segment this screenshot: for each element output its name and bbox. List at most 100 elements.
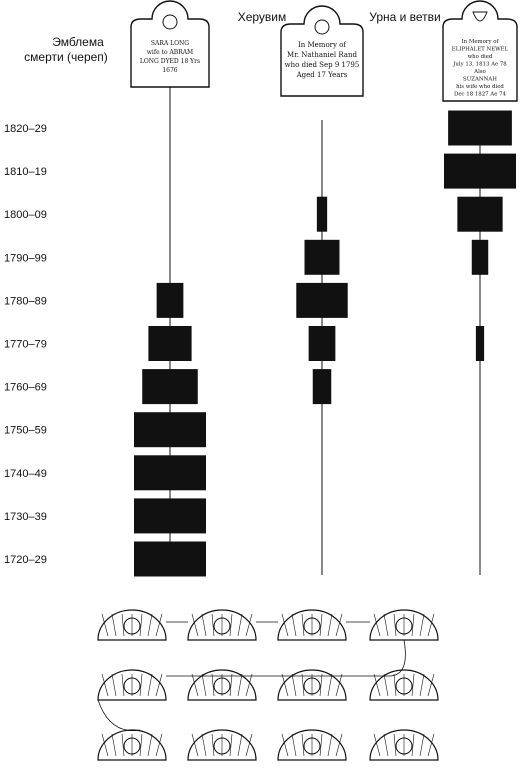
wing-line — [229, 733, 233, 757]
wing-line — [393, 733, 397, 757]
wing-line — [245, 733, 253, 757]
wing-line — [201, 673, 207, 697]
inscription-line: who died — [468, 54, 493, 60]
wing-line — [211, 673, 215, 697]
series-label-skull-2: смерти (череп) — [24, 50, 108, 64]
inscription-line: July 13, 1813 Ae 78 — [452, 62, 507, 68]
tick-label: 1760–69 — [4, 382, 47, 394]
gravestone-cherub — [280, 5, 364, 97]
wing-line — [319, 733, 323, 757]
wing-line — [155, 733, 163, 757]
wing-line — [201, 733, 207, 757]
bar — [134, 455, 206, 491]
urn-icon — [472, 11, 488, 22]
bar — [134, 412, 206, 448]
wing-line — [419, 673, 425, 697]
wing-line — [411, 613, 415, 637]
wing-line — [111, 733, 117, 757]
wing-line — [201, 613, 207, 637]
wing-line — [319, 613, 323, 637]
wing-line — [147, 673, 153, 697]
wing-line — [411, 673, 415, 697]
wing-line — [291, 613, 297, 637]
bar — [148, 326, 192, 361]
wing-line — [155, 673, 163, 697]
wing-line — [147, 613, 153, 637]
tick-label: 1790–99 — [4, 252, 47, 264]
bar — [471, 239, 489, 275]
inscription-line: SUZANNAH — [463, 77, 497, 83]
tick-label: 1800–09 — [4, 209, 47, 221]
wing-line — [335, 673, 343, 697]
series-label-skull: Эмблема — [52, 35, 104, 49]
wing-line — [121, 613, 125, 637]
wing-line — [393, 673, 397, 697]
wing-line — [237, 673, 243, 697]
wing-line — [139, 613, 143, 637]
wing-line — [393, 613, 397, 637]
wing-line — [383, 613, 389, 637]
bar — [448, 110, 512, 146]
wing-line — [327, 613, 333, 637]
wing-line — [237, 733, 243, 757]
bar — [304, 239, 340, 275]
inscription-line: 1676 — [162, 67, 177, 74]
wing-line — [373, 613, 381, 637]
wing-line — [411, 733, 415, 757]
series-label-urn: Урна и ветви — [369, 10, 441, 24]
wing-line — [335, 613, 343, 637]
bar — [316, 196, 328, 232]
inscription-line: SARA LONG — [151, 40, 189, 47]
bar — [296, 282, 348, 318]
wing-line — [101, 673, 109, 697]
inscription-line: Also — [473, 69, 486, 75]
wing-line — [245, 613, 253, 637]
bar — [156, 282, 184, 318]
bar — [457, 196, 503, 232]
wing-line — [281, 613, 289, 637]
wing-line — [327, 673, 333, 697]
wing-line — [155, 613, 163, 637]
inscription-line: In Memory of — [298, 41, 347, 49]
wing-line — [147, 733, 153, 757]
wing-line — [291, 733, 297, 757]
wing-line — [211, 733, 215, 757]
wing-line — [373, 673, 381, 697]
wing-line — [301, 613, 305, 637]
bar — [475, 326, 485, 361]
wing-line — [301, 673, 305, 697]
bar — [308, 326, 336, 361]
wing-line — [427, 733, 435, 757]
wing-line — [101, 613, 109, 637]
wing-line — [373, 733, 381, 757]
series-label-cherub: Херувим — [238, 10, 287, 24]
wing-line — [383, 733, 389, 757]
wing-line — [427, 613, 435, 637]
wing-line — [419, 613, 425, 637]
wing-line — [139, 673, 143, 697]
sequence-connector — [97, 621, 406, 732]
bar — [444, 153, 516, 189]
wing-line — [327, 733, 333, 757]
wing-line — [383, 673, 389, 697]
wing-line — [301, 733, 305, 757]
tick-label: 1750–59 — [4, 425, 47, 437]
inscription-line: Dec 18 1827 Ae 74 — [454, 92, 506, 98]
wing-line — [229, 613, 233, 637]
tick-label: 1770–79 — [4, 339, 47, 351]
wing-line — [319, 673, 323, 697]
bar — [312, 369, 332, 405]
inscription-line: In Memory of — [462, 39, 500, 45]
wing-line — [121, 733, 125, 757]
inscription-line: ELIPHALET NEWEL — [452, 47, 509, 53]
wing-line — [291, 673, 297, 697]
inscription-line: who died Sep 9 1795 — [285, 61, 360, 69]
wing-line — [245, 673, 253, 697]
wing-line — [419, 733, 425, 757]
wing-line — [281, 673, 289, 697]
wing-line — [281, 733, 289, 757]
skull-icon — [162, 14, 178, 30]
tick-label: 1820–29 — [4, 123, 47, 135]
